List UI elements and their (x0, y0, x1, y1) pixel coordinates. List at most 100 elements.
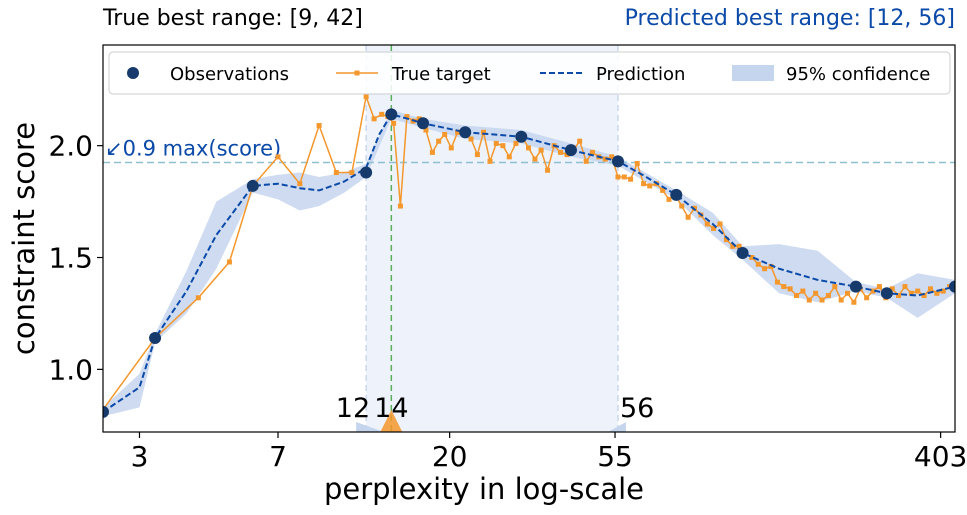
observation-point-11 (736, 247, 749, 260)
x-tick-label-20: 20 (432, 440, 468, 473)
observation-point-12 (849, 280, 862, 293)
true-target-point-99 (934, 290, 940, 296)
chart-title-right: Predicted best range: [12, 56] (624, 6, 955, 31)
observation-point-13 (880, 287, 893, 300)
true-target-point-19 (423, 127, 429, 133)
true-target-point-97 (921, 293, 927, 299)
true-target-point-70 (749, 255, 755, 261)
observation-point-6 (459, 126, 472, 139)
true-target-point-37 (538, 147, 544, 153)
observation-point-0 (103, 405, 109, 418)
observation-point-2 (246, 179, 259, 192)
true-target-point-68 (736, 243, 742, 249)
true-target-point-9 (349, 170, 355, 176)
true-target-point-90 (876, 284, 882, 290)
true-target-point-48 (609, 154, 615, 160)
range-label-14: 14 (374, 393, 408, 424)
true-target-point-27 (474, 152, 480, 158)
true-target-point-84 (838, 297, 844, 303)
true-target-point-66 (723, 237, 729, 243)
true-target-point-16 (404, 114, 410, 120)
range-start-marker (356, 422, 385, 432)
true-target-point-7 (316, 123, 322, 129)
true-target-point-20 (429, 149, 435, 155)
true-target-point-95 (908, 290, 914, 296)
true-target-point-12 (379, 111, 385, 117)
y-tick-label-1: 1.0 (48, 353, 93, 386)
true-target-point-47 (602, 156, 608, 162)
true-target-point-96 (915, 288, 921, 294)
true-target-point-15 (397, 203, 403, 209)
true-target-point-88 (864, 295, 870, 301)
true-target-point-5 (275, 154, 281, 160)
true-target-point-85 (845, 290, 851, 296)
y-tick-label-1.5: 1.5 (48, 242, 93, 275)
true-target-point-59 (679, 203, 685, 209)
true-target-point-54 (647, 183, 653, 189)
true-target-point-82 (825, 293, 831, 299)
legend-confidence-label: 95% confidence (786, 64, 930, 85)
true-target-point-79 (806, 297, 812, 303)
legend-observations-marker (127, 67, 139, 79)
legend-true-target-label: True target (391, 64, 491, 85)
true-target-point-94 (902, 284, 908, 290)
true-target-point-51 (628, 176, 634, 182)
x-tick-label-55: 55 (597, 440, 633, 473)
legend-box (108, 51, 951, 95)
true-target-point-43 (577, 138, 583, 144)
predicted-range-shade (366, 45, 618, 432)
true-target-point-36 (532, 156, 538, 162)
true-target-point-49 (615, 174, 621, 180)
true-target-point-52 (634, 161, 640, 167)
confidence-band (103, 109, 955, 417)
true-target-point-45 (589, 149, 595, 155)
x-tick-label-403: 403 (914, 440, 967, 473)
true-target-point-92 (889, 286, 895, 292)
x-tick-label-7: 7 (269, 440, 287, 473)
true-target-point-64 (711, 225, 717, 231)
true-target-point-26 (468, 136, 474, 142)
observation-point-9 (611, 155, 624, 168)
range-label-12: 12 (336, 393, 370, 424)
true-target-point-29 (487, 158, 493, 164)
best-marker (380, 410, 403, 432)
true-target-point-53 (641, 181, 647, 187)
observation-point-5 (417, 117, 430, 130)
true-target-point-93 (896, 293, 902, 299)
true-target-point-8 (333, 170, 339, 176)
y-tick-label-2: 2.0 (48, 130, 93, 163)
observation-point-14 (949, 280, 955, 293)
true-target-point-2 (195, 295, 201, 301)
true-target-point-32 (506, 154, 512, 160)
true-target-point-57 (666, 196, 672, 202)
legend-confidence-swatch (732, 65, 774, 81)
true-target-point-65 (717, 221, 723, 227)
observation-point-8 (564, 144, 577, 157)
true-target-point-56 (660, 187, 666, 193)
true-target-point-11 (371, 116, 377, 122)
true-target-point-74 (774, 279, 780, 285)
true-target-point-60 (685, 214, 691, 220)
true-target-point-3 (226, 259, 232, 265)
x-tick-label-3: 3 (131, 440, 149, 473)
true-target-point-67 (730, 243, 736, 249)
true-target-point-28 (480, 129, 486, 135)
true-target-point-23 (448, 145, 454, 151)
true-target-point-38 (545, 167, 551, 173)
true-target-point-21 (436, 138, 442, 144)
true-target-point-76 (787, 286, 793, 292)
true-target-point-83 (832, 284, 838, 290)
true-target-point-31 (500, 143, 506, 149)
true-target-point-75 (781, 284, 787, 290)
observation-point-4 (385, 108, 398, 121)
true-target-point-72 (762, 266, 768, 272)
true-target-point-86 (851, 299, 857, 305)
legend-observations-label: Observations (170, 64, 289, 85)
true-target-point-100 (940, 288, 946, 294)
true-target-point-35 (526, 145, 532, 151)
true-target-point-98 (927, 286, 933, 292)
x-axis-label: perplexity in log-scale (324, 472, 644, 506)
true-target-point-6 (297, 181, 303, 187)
legend-true-target-marker (354, 70, 360, 76)
